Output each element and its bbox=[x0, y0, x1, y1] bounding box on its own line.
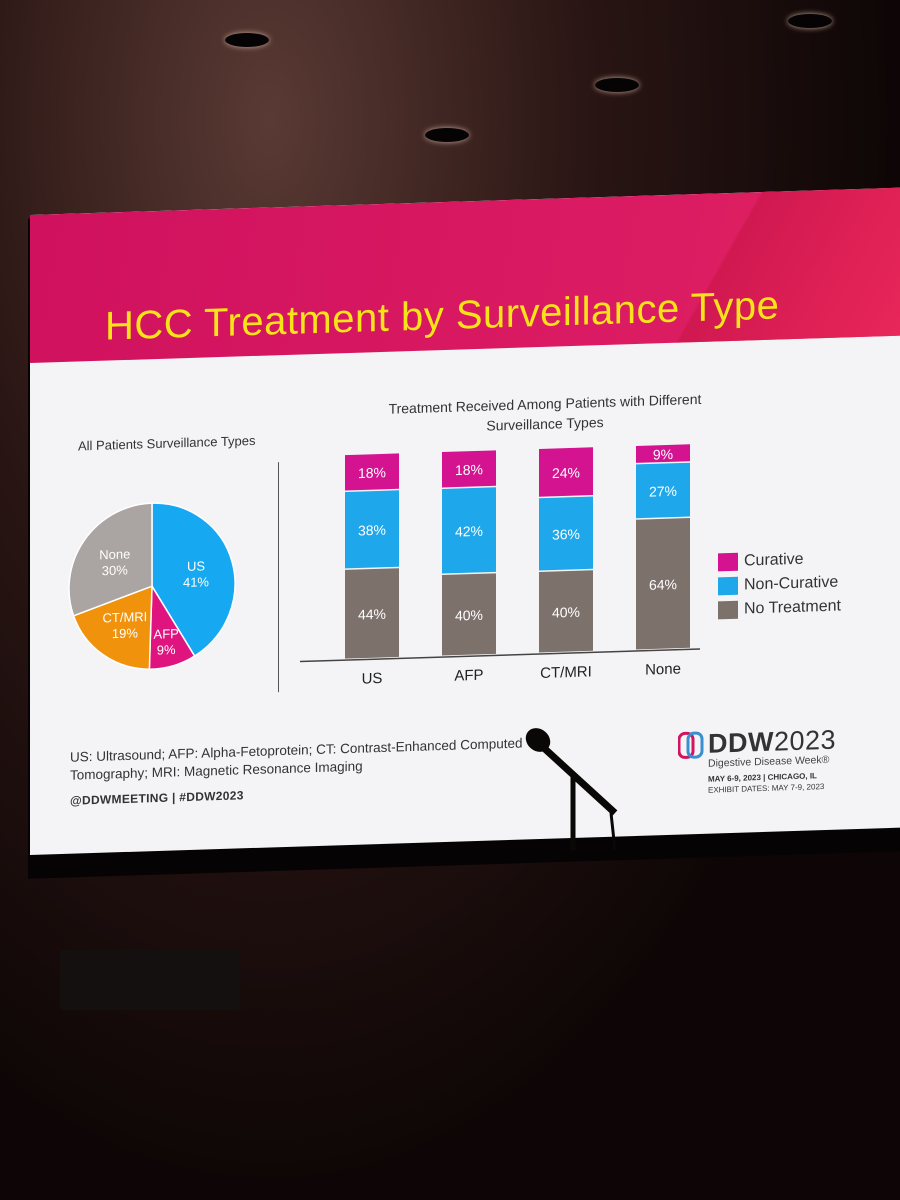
pie-slice-us bbox=[151, 502, 236, 658]
bar-segment-non-curative bbox=[539, 496, 593, 571]
legend-label: Non-Curative bbox=[744, 573, 839, 594]
bar-data-label: 24% bbox=[552, 464, 580, 481]
bar-data-label: 18% bbox=[455, 461, 483, 478]
legend-item: Curative bbox=[718, 550, 841, 572]
abbreviation-footnote: US: Ultrasound; AFP: Alpha-Fetoprotein; … bbox=[70, 735, 522, 785]
bar-segment-non-curative bbox=[636, 462, 690, 519]
bar-segment-curative bbox=[539, 447, 593, 497]
bar-segment-no-treatment bbox=[539, 570, 593, 653]
bar-data-label: 64% bbox=[649, 576, 677, 593]
legend-label: Curative bbox=[744, 550, 804, 570]
ceiling-light bbox=[425, 128, 469, 142]
microphone-silhouette bbox=[525, 728, 618, 851]
pie-slice-label: AFP bbox=[154, 626, 179, 642]
bar-chart-title: Treatment Received Among Patients with D… bbox=[330, 387, 760, 441]
pie-slice-value: 19% bbox=[112, 625, 138, 641]
ddw-exhibit-dates: EXHIBIT DATES: MAY 7-9, 2023 bbox=[708, 782, 825, 795]
ddw-logo-icon bbox=[678, 731, 704, 759]
presentation-slide: HCC Treatment by Surveillance Type All P… bbox=[30, 187, 900, 855]
legend-swatch bbox=[718, 552, 738, 572]
bar-data-label: 40% bbox=[455, 607, 483, 624]
bar-chart-legend: Curative Non-Curative No Treatment bbox=[718, 550, 841, 626]
pie-slice-label: US bbox=[187, 558, 205, 574]
bar-segment-non-curative bbox=[442, 487, 496, 574]
bar-data-label: 38% bbox=[358, 522, 386, 539]
bar-segment-no-treatment bbox=[636, 518, 690, 650]
pie-slice-label: CT/MRI bbox=[103, 609, 148, 625]
bar-data-label: 27% bbox=[649, 483, 677, 500]
chart-divider bbox=[278, 462, 279, 693]
x-axis-line bbox=[300, 648, 700, 663]
pie-slice-none bbox=[68, 502, 153, 617]
x-axis-category-label: US bbox=[362, 670, 383, 688]
stacked-bar-chart: 44% 38% 18% US 40% 42% 18% AFP 40% 36% 24% CT/MRI 64… bbox=[300, 444, 700, 688]
ddw-wordmark-name: DDW bbox=[708, 726, 774, 759]
pie-slice-label: None bbox=[99, 546, 130, 562]
bar-segment-curative bbox=[442, 450, 496, 488]
bar-data-label: 44% bbox=[358, 606, 386, 623]
legend-item: Non-Curative bbox=[718, 574, 841, 596]
ddw-subtitle: Digestive Disease Week® bbox=[708, 753, 830, 770]
bar-data-label: 36% bbox=[552, 526, 580, 543]
legend-item: No Treatment bbox=[718, 598, 841, 620]
ceiling-light bbox=[788, 14, 832, 28]
ddw-wordmark-year: 2023 bbox=[773, 724, 837, 757]
bar-segment-non-curative bbox=[345, 490, 399, 569]
podium-silhouette bbox=[60, 950, 240, 1010]
x-axis-category-label: None bbox=[645, 661, 681, 679]
bar-segment-no-treatment bbox=[345, 568, 399, 659]
social-handle: @DDWMEETING | #DDW2023 bbox=[70, 788, 244, 808]
x-axis-category-label: AFP bbox=[454, 667, 483, 685]
legend-swatch bbox=[718, 576, 738, 596]
bar-data-label: 42% bbox=[455, 523, 483, 540]
pie-slice-value: 9% bbox=[157, 642, 176, 658]
ceiling-light bbox=[595, 78, 639, 92]
pie-slice-value: 30% bbox=[102, 562, 128, 578]
bar-data-label: 40% bbox=[552, 604, 580, 621]
bar-segment-curative bbox=[636, 444, 690, 463]
pie-chart-title: All Patients Surveillance Types bbox=[78, 432, 256, 454]
ceiling-light bbox=[225, 33, 269, 47]
x-axis-category-label: CT/MRI bbox=[540, 663, 592, 682]
legend-label: No Treatment bbox=[744, 597, 841, 618]
legend-swatch bbox=[718, 600, 738, 620]
pie-slice-value: 41% bbox=[183, 574, 209, 590]
bar-segment-curative bbox=[345, 453, 399, 491]
bar-data-label: 18% bbox=[358, 464, 386, 481]
bar-segment-no-treatment bbox=[442, 573, 496, 656]
bar-data-label: 9% bbox=[653, 446, 673, 463]
pie-slice-ct-mri bbox=[72, 585, 153, 670]
